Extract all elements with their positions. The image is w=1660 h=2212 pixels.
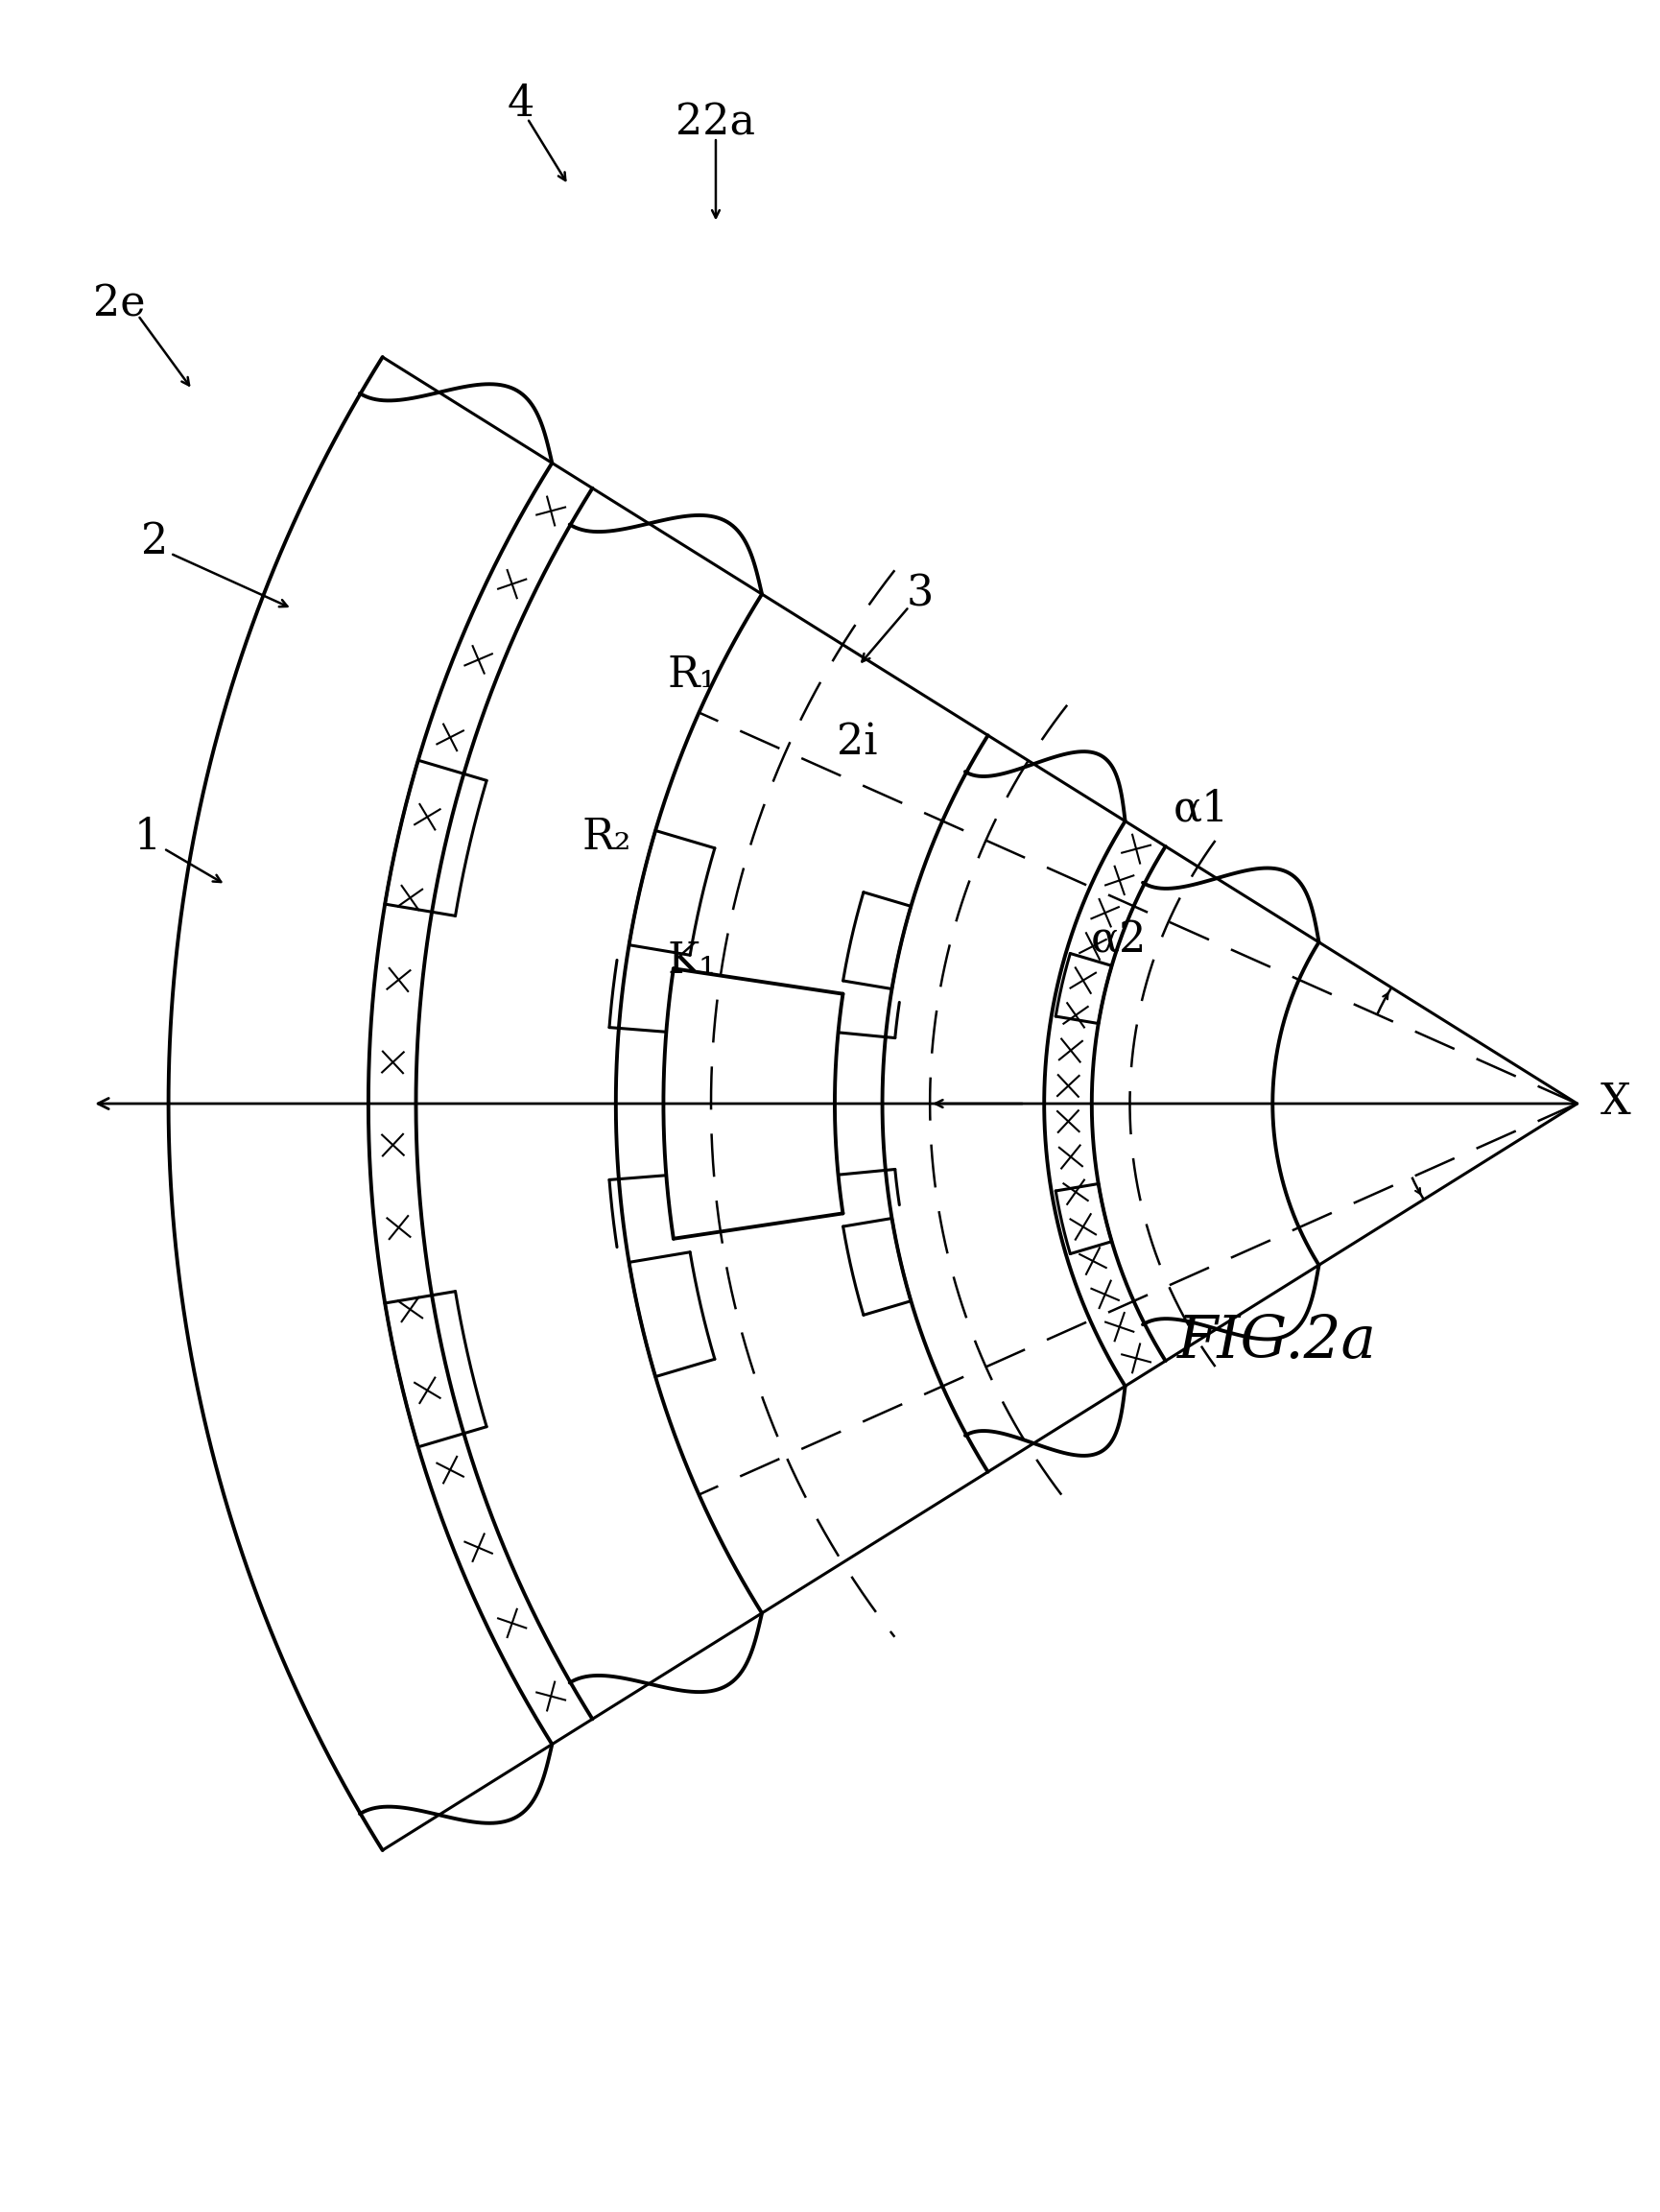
Text: α1: α1: [1174, 787, 1228, 830]
Text: α2: α2: [1091, 920, 1147, 960]
Text: X: X: [1600, 1082, 1630, 1121]
Text: K₁: K₁: [667, 940, 717, 982]
Text: 2: 2: [141, 522, 168, 562]
Text: 1: 1: [134, 816, 161, 858]
Text: 2i: 2i: [837, 721, 876, 763]
Text: 4: 4: [506, 84, 535, 124]
Text: R₁: R₁: [667, 655, 717, 697]
Text: 22a: 22a: [676, 102, 755, 144]
Text: 2e: 2e: [93, 283, 144, 325]
Text: R₂: R₂: [581, 816, 631, 858]
Text: FIG.2a: FIG.2a: [1177, 1314, 1378, 1371]
Text: 3: 3: [906, 573, 935, 615]
